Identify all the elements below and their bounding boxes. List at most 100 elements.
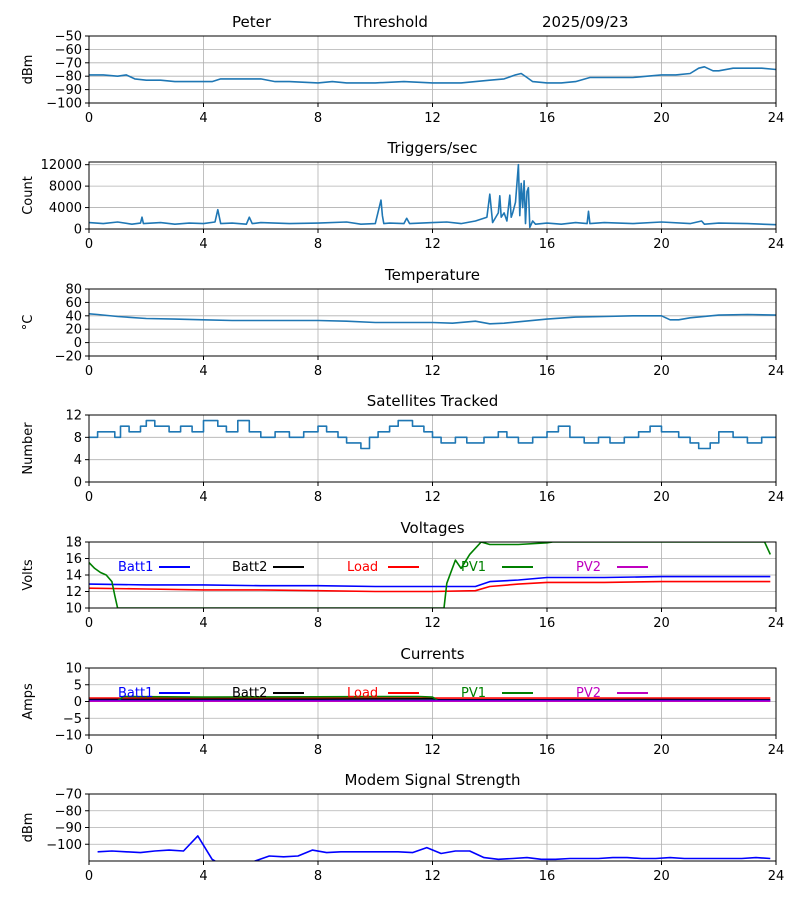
y-axis-label: Amps bbox=[21, 683, 36, 720]
x-tick-label: 24 bbox=[768, 111, 785, 126]
panel-currents: 0 4 8 12 16 20 24 −10 −5 0 510 Currents Amps Batt1 Bat… bbox=[21, 645, 784, 758]
series-line-temperature bbox=[89, 313, 776, 325]
x-tick-label: 16 bbox=[539, 111, 556, 126]
x-tick-label: 0 bbox=[85, 743, 93, 758]
panel-triggers: 0 4 8 12 16 20 24 0 4000 8000 12000 Triggers/sec Cou… bbox=[21, 139, 784, 252]
x-tick-label: 4 bbox=[199, 616, 207, 631]
x-tick-label: 20 bbox=[653, 490, 670, 505]
panel-title: Triggers/sec bbox=[387, 139, 478, 157]
y-tick-label: 4000 bbox=[49, 201, 82, 216]
y-tick-label: −70 bbox=[55, 788, 82, 803]
x-tick-label: 0 bbox=[85, 616, 93, 631]
x-tick-label: 16 bbox=[539, 616, 556, 631]
panel-title: Voltages bbox=[400, 519, 464, 537]
x-tick-label: 8 bbox=[314, 237, 322, 252]
x-tick-label: 0 bbox=[85, 869, 93, 884]
y-tick-label: −10 bbox=[55, 729, 82, 744]
x-tick-label: 20 bbox=[653, 364, 670, 379]
x-tick-label: 4 bbox=[199, 111, 207, 126]
x-tick-label: 16 bbox=[539, 869, 556, 884]
series-line-batt2 bbox=[89, 697, 771, 701]
x-tick-label: 12 bbox=[424, 237, 441, 252]
x-tick-label: 8 bbox=[314, 743, 322, 758]
series-line-triggers bbox=[89, 163, 776, 229]
y-tick-label: 5 bbox=[74, 678, 82, 693]
legend-label-batt1: Batt1 bbox=[118, 686, 153, 701]
x-tick-label: 24 bbox=[768, 490, 785, 505]
y-tick-label: −5 bbox=[63, 712, 82, 727]
x-tick-label: 4 bbox=[199, 743, 207, 758]
panel-title: Currents bbox=[400, 645, 464, 663]
y-tick-label: 12 bbox=[65, 585, 82, 600]
series-line-pv1 bbox=[89, 542, 772, 608]
y-tick-label: −20 bbox=[55, 350, 82, 365]
x-tick-label: 4 bbox=[199, 869, 207, 884]
panel-satellites: 0 4 8 12 16 20 24 0 4 8 12 Satellites Tracked Number bbox=[21, 392, 784, 505]
y-tick-label: −90 bbox=[55, 83, 82, 98]
x-tick-label: 16 bbox=[539, 237, 556, 252]
x-tick-label: 4 bbox=[199, 364, 207, 379]
y-tick-label: 60 bbox=[65, 296, 82, 311]
y-tick-label: −100 bbox=[46, 97, 82, 112]
x-tick-label: 8 bbox=[314, 490, 322, 505]
y-tick-label: 14 bbox=[65, 569, 82, 584]
x-tick-label: 24 bbox=[768, 743, 785, 758]
y-tick-label: −70 bbox=[55, 56, 82, 71]
y-tick-label: −80 bbox=[55, 70, 82, 85]
x-tick-label: 20 bbox=[653, 111, 670, 126]
y-tick-label: 0 bbox=[74, 223, 82, 238]
y-tick-label: 4 bbox=[74, 453, 82, 468]
header-mode: Threshold bbox=[353, 13, 428, 31]
y-tick-label: 18 bbox=[65, 536, 82, 551]
y-tick-label: 16 bbox=[65, 552, 82, 567]
x-tick-label: 4 bbox=[199, 237, 207, 252]
legend-label-batt2: Batt2 bbox=[232, 686, 267, 701]
x-tick-label: 12 bbox=[424, 869, 441, 884]
legend-label-pv2: PV2 bbox=[576, 560, 601, 575]
x-tick-label: 12 bbox=[424, 490, 441, 505]
y-tick-label: −100 bbox=[46, 838, 82, 853]
x-tick-label: 24 bbox=[768, 616, 785, 631]
x-tick-label: 20 bbox=[653, 869, 670, 884]
x-tick-label: 20 bbox=[653, 743, 670, 758]
x-tick-label: 0 bbox=[85, 364, 93, 379]
y-tick-label: 10 bbox=[65, 662, 82, 677]
header-date: 2025/09/23 bbox=[542, 13, 628, 31]
x-tick-label: 12 bbox=[424, 364, 441, 379]
y-tick-label: 40 bbox=[65, 309, 82, 324]
y-tick-label: 0 bbox=[74, 476, 82, 491]
y-tick-label: −60 bbox=[55, 43, 82, 58]
series-line-rssi bbox=[89, 66, 776, 84]
legend-label-batt2: Batt2 bbox=[232, 560, 267, 575]
y-tick-label: 12000 bbox=[41, 158, 82, 173]
x-tick-label: 16 bbox=[539, 364, 556, 379]
x-tick-label: 8 bbox=[314, 869, 322, 884]
y-tick-label: 8000 bbox=[49, 180, 82, 195]
y-tick-label: −50 bbox=[55, 30, 82, 45]
x-tick-label: 20 bbox=[653, 616, 670, 631]
y-tick-label: 0 bbox=[74, 695, 82, 710]
x-tick-label: 12 bbox=[424, 616, 441, 631]
panel-title: Satellites Tracked bbox=[367, 392, 498, 410]
x-tick-label: 24 bbox=[768, 364, 785, 379]
y-tick-label: −90 bbox=[55, 821, 82, 836]
legend-label-pv2: PV2 bbox=[576, 686, 601, 701]
legend-label-pv1: PV1 bbox=[461, 686, 486, 701]
legend-label-load: Load bbox=[347, 686, 378, 701]
panel-modem: 0 4 8 12 16 20 24 −100 −90 −80−70 Modem Signal Str… bbox=[21, 771, 784, 884]
x-tick-label: 8 bbox=[314, 364, 322, 379]
panel-rssi: 0 4 8 12 16 20 24 −100−90−80−70−60−50 dBm bbox=[21, 30, 784, 127]
y-axis-label: Count bbox=[21, 176, 36, 215]
x-tick-label: 16 bbox=[539, 490, 556, 505]
x-tick-label: 4 bbox=[199, 490, 207, 505]
x-tick-label: 8 bbox=[314, 111, 322, 126]
x-tick-label: 0 bbox=[85, 111, 93, 126]
x-tick-label: 20 bbox=[653, 237, 670, 252]
x-tick-label: 12 bbox=[424, 743, 441, 758]
legend-label-batt1: Batt1 bbox=[118, 560, 153, 575]
x-tick-label: 16 bbox=[539, 743, 556, 758]
